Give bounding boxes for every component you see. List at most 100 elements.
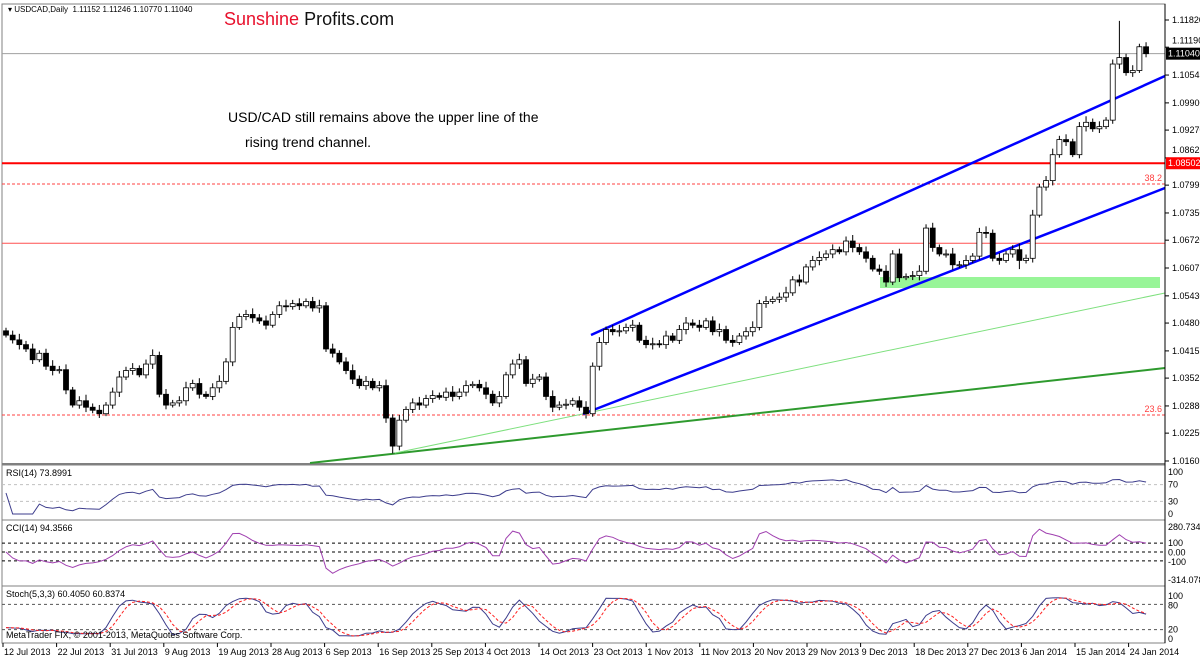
candle xyxy=(1063,134,1069,146)
candle-body xyxy=(436,395,443,398)
candle-body xyxy=(243,314,249,317)
candle xyxy=(523,355,529,387)
candle-body xyxy=(483,387,489,395)
price-tick-label: 1.07350 xyxy=(1172,208,1200,218)
candle-body xyxy=(689,322,696,326)
candle-body xyxy=(449,391,456,397)
candle-body xyxy=(996,257,1003,261)
candle xyxy=(96,404,103,418)
support-zone xyxy=(880,277,1160,288)
candle xyxy=(103,402,109,417)
candle-body xyxy=(183,387,189,402)
candle xyxy=(1016,243,1023,270)
candle xyxy=(936,244,943,257)
copyright-footer: MetaTrader FIX, © 2001-2013, MetaQuotes … xyxy=(6,630,243,640)
date-tick-label: 1 Nov 2013 xyxy=(647,647,693,657)
candle-body xyxy=(896,253,903,279)
candle xyxy=(209,383,216,401)
candle xyxy=(589,362,596,417)
candle-body xyxy=(1083,121,1089,128)
candle xyxy=(283,299,289,312)
candle xyxy=(29,343,36,364)
candle-body xyxy=(136,367,143,376)
candle-body xyxy=(456,391,463,397)
stoch-label: Stoch(5,3,3) 60.4050 60.8374 xyxy=(6,589,126,599)
candle-body xyxy=(709,320,716,333)
stoch-tick-label: 80 xyxy=(1168,601,1178,611)
date-tick-label: 19 Aug 2013 xyxy=(218,647,269,657)
candle-body xyxy=(549,396,556,408)
candle-body xyxy=(1029,214,1036,259)
candle xyxy=(869,255,876,272)
candle-body xyxy=(769,298,776,302)
candle-body xyxy=(343,361,349,371)
candle xyxy=(1109,59,1116,124)
collapse-triangle-icon[interactable]: ▾ xyxy=(8,5,13,14)
candle xyxy=(223,358,229,385)
candle-body xyxy=(189,383,196,389)
candle-body xyxy=(783,292,789,298)
candle xyxy=(1136,43,1143,73)
candle-body xyxy=(736,335,743,343)
candle-body xyxy=(43,352,49,367)
candle-body xyxy=(83,400,89,408)
candle-body xyxy=(283,305,289,308)
candle-body xyxy=(1009,249,1016,255)
candle-body xyxy=(109,391,116,406)
candle-body xyxy=(269,314,276,326)
candle xyxy=(603,326,609,345)
candle xyxy=(1103,117,1109,130)
brand-logo: Sunshine Profits.com xyxy=(224,9,394,30)
candle-body xyxy=(1096,126,1103,130)
candle-body xyxy=(963,260,969,266)
price-tick-label: 1.11190 xyxy=(1172,36,1200,46)
candle xyxy=(529,373,536,388)
candle-body xyxy=(403,408,409,421)
candle-body xyxy=(463,385,469,393)
date-tick-label: 12 Jul 2013 xyxy=(4,647,51,657)
channel-lower-line xyxy=(582,186,1166,416)
candle-body xyxy=(116,376,123,393)
candle-body xyxy=(796,279,803,283)
candle-body xyxy=(703,320,709,328)
candle xyxy=(316,299,323,313)
candle-body xyxy=(349,370,356,380)
candle xyxy=(1129,65,1136,77)
candle-body xyxy=(989,232,996,259)
candle-body xyxy=(1129,70,1136,74)
candle xyxy=(843,236,849,256)
candle xyxy=(809,255,816,271)
candle xyxy=(1056,135,1063,158)
candle-body xyxy=(829,249,836,255)
candle xyxy=(436,392,443,400)
current-price-tag: 1.11040 xyxy=(1168,49,1200,59)
candle xyxy=(729,335,736,347)
candle xyxy=(243,309,249,321)
candle-body xyxy=(949,253,956,266)
candle xyxy=(963,255,969,270)
candle xyxy=(463,380,469,397)
candle-body xyxy=(803,266,809,283)
price-tick-label: 1.02250 xyxy=(1172,428,1200,438)
candle xyxy=(1023,254,1029,264)
candle xyxy=(509,359,516,379)
candle-body xyxy=(696,324,703,328)
candle xyxy=(136,365,143,378)
candle xyxy=(489,390,496,406)
candle xyxy=(889,250,896,286)
candle-body xyxy=(849,240,856,248)
date-tick-label: 23 Oct 2013 xyxy=(594,647,643,657)
candle xyxy=(169,399,176,408)
candle xyxy=(449,386,456,402)
stoch-signal-line xyxy=(5,597,1147,637)
candle xyxy=(1083,116,1089,132)
candle xyxy=(803,263,809,285)
candle xyxy=(76,396,83,409)
candle xyxy=(996,253,1003,265)
candle-body xyxy=(676,329,683,341)
price-tick-label: 1.11820 xyxy=(1172,15,1200,25)
candle xyxy=(416,396,423,410)
candle-body xyxy=(536,376,543,380)
candle xyxy=(309,296,316,312)
candle-body xyxy=(63,369,69,391)
